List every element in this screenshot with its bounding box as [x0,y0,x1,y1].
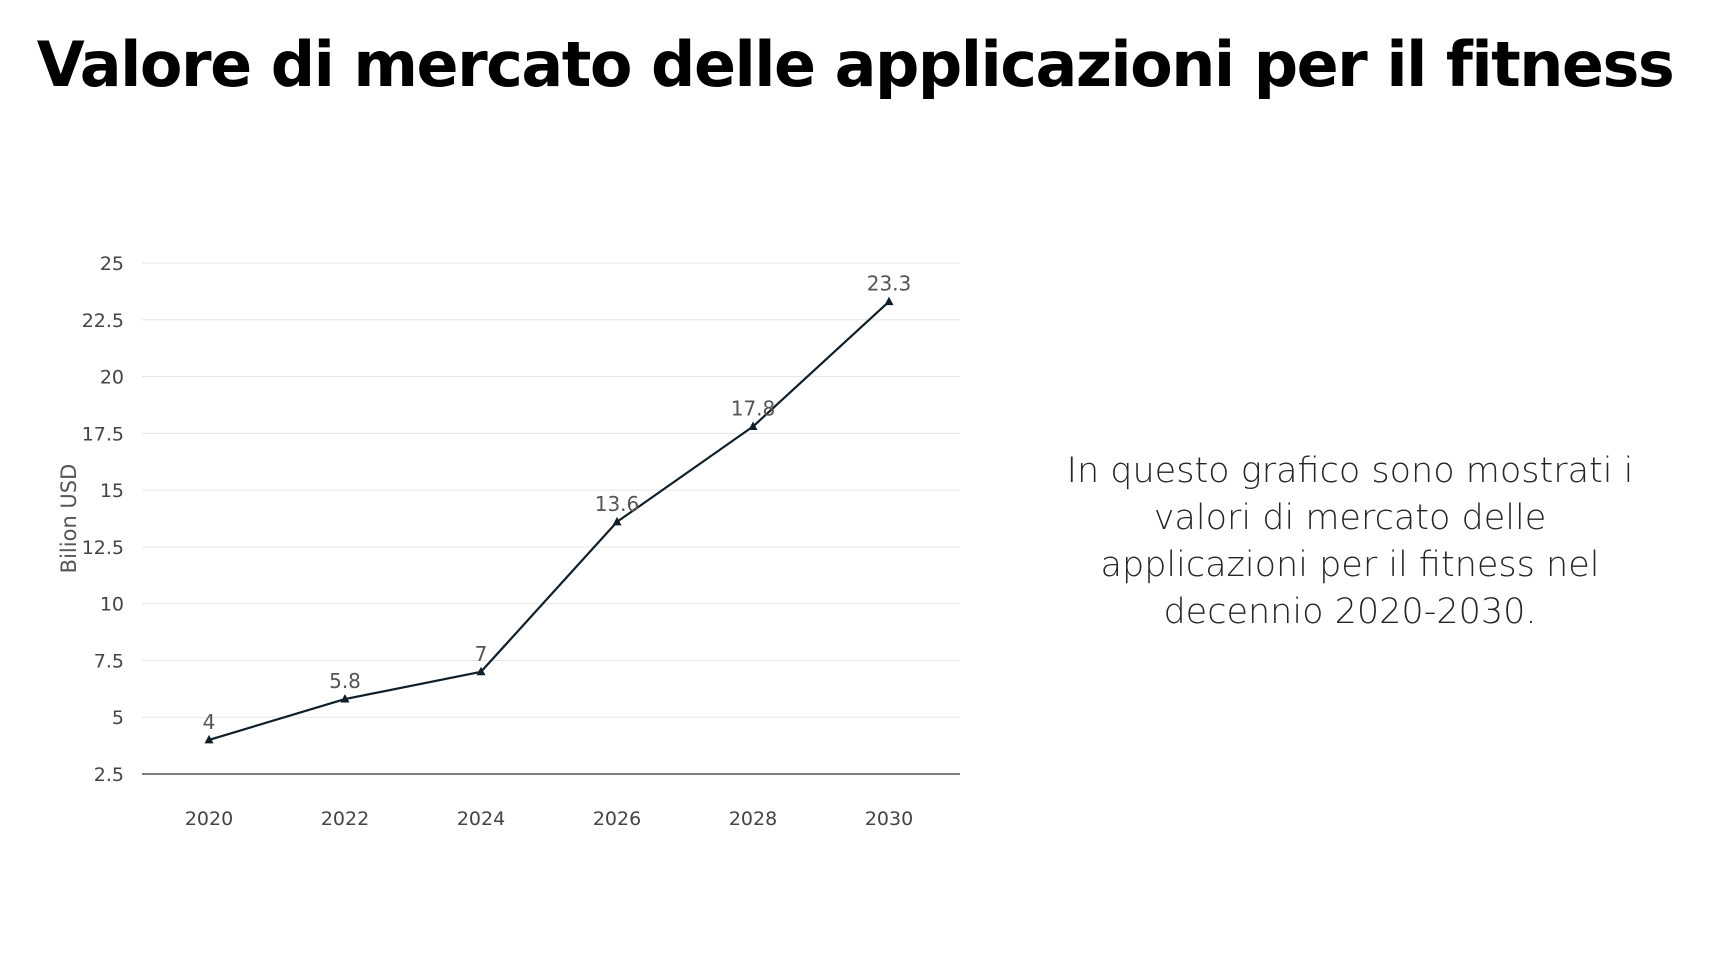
markers [204,296,894,744]
y-tick-label: 15 [100,480,124,502]
triangle-marker [476,666,486,676]
triangle-marker [884,296,894,306]
x-tick-label: 2024 [457,808,505,830]
series-line-group [208,300,890,741]
y-axis-title: Bilion USD [57,464,81,574]
x-tick-label: 2030 [865,808,913,830]
x-tick-label: 2028 [729,808,777,830]
slide-title: Valore di mercato delle applicazioni per… [36,28,1675,101]
y-tick-label: 25 [100,253,124,275]
x-tick-labels: 2020 2022 2024 2026 2028 2030 [185,808,913,830]
triangle-marker [204,734,214,744]
triangle-marker [340,694,350,703]
y-tick-label: 10 [100,594,124,616]
line-chart: 2.5 5 7.5 10 12.5 15 17.5 20 22.5 25 2020 2022 2024… [57,253,960,830]
data-label: 23.3 [867,272,912,296]
y-tick-label: 12.5 [82,537,124,559]
data-label: 17.8 [731,397,776,421]
x-tick-label: 2022 [321,808,369,830]
data-label: 5.8 [329,669,361,693]
y-tick-label: 5 [112,707,124,729]
x-tick-label: 2020 [185,808,233,830]
x-tick-label: 2026 [593,808,641,830]
chart-description: In questo grafico sono mostrati i valori… [1066,451,1634,632]
y-tick-labels: 2.5 5 7.5 10 12.5 15 17.5 20 22.5 25 [82,253,124,786]
y-tick-label: 7.5 [94,650,124,672]
data-label: 13.6 [595,492,640,516]
series-line [208,300,890,741]
triangle-marker [612,516,622,526]
y-tick-label: 2.5 [94,764,124,786]
data-label: 4 [203,710,216,734]
y-tick-label: 22.5 [82,310,124,332]
y-tick-label: 20 [100,367,124,389]
data-label: 7 [475,642,488,666]
triangle-marker [748,421,758,431]
y-tick-label: 17.5 [82,423,124,445]
data-labels: 4 5.8 7 13.6 17.8 23.3 [203,272,912,734]
gridlines [142,262,960,718]
